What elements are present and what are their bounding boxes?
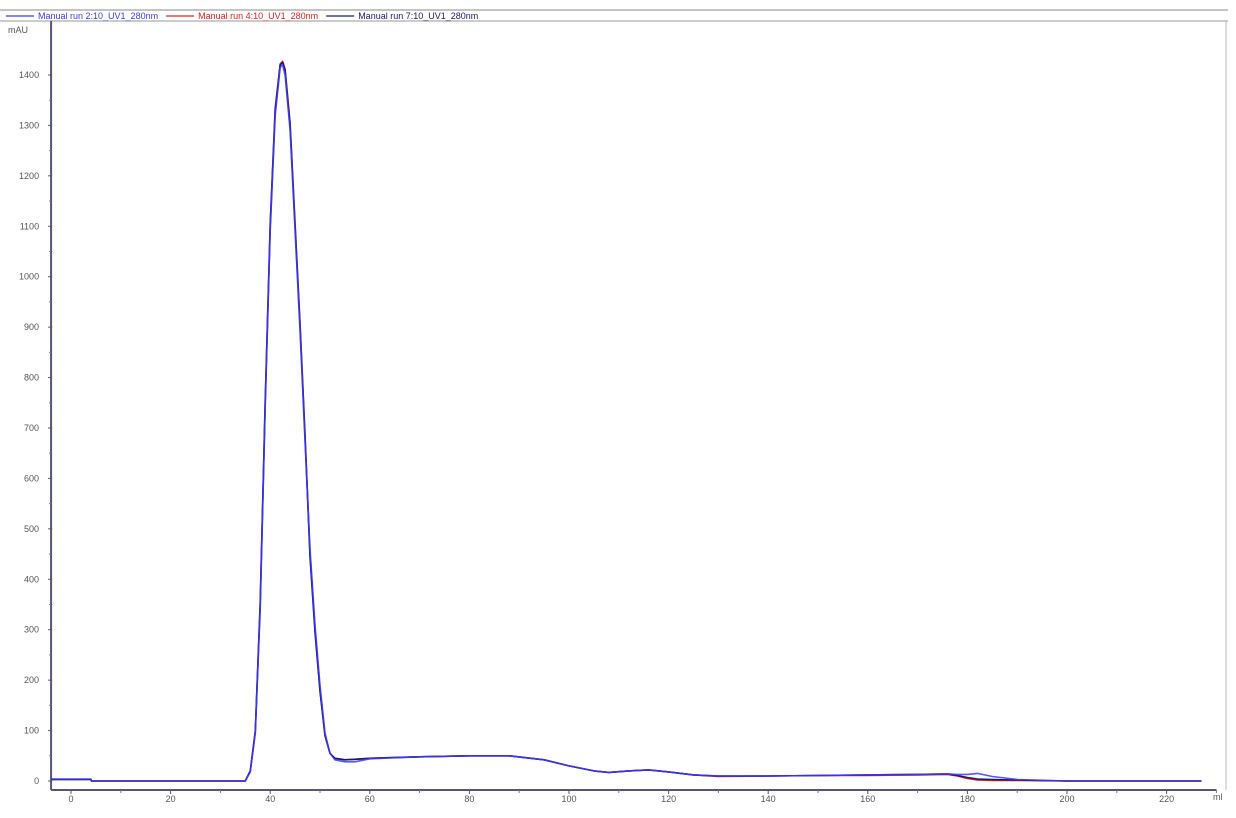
legend-label-2: Manual run 4:10_UV1_280nm: [198, 11, 318, 21]
y-tick-label: 800: [24, 373, 39, 383]
x-tick-label: 0: [68, 794, 73, 804]
x-tick-label: 120: [661, 794, 676, 804]
y-tick-label: 1300: [19, 120, 39, 130]
y-tick-label: 300: [24, 625, 39, 635]
series-group: [51, 60, 1202, 782]
y-tick-label: 100: [24, 726, 39, 736]
legend-label-1: Manual run 2:10_UV1_280nm: [38, 11, 158, 21]
y-tick-label: 600: [24, 473, 39, 483]
y-tick-label: 500: [24, 524, 39, 534]
y-tick-label: 1000: [19, 272, 39, 282]
y-tick-label: 1400: [19, 70, 39, 80]
x-tick-label: 60: [365, 794, 375, 804]
legend: Manual run 2:10_UV1_280nm Manual run 4:10…: [6, 11, 478, 21]
x-tick-label: 220: [1159, 794, 1174, 804]
x-axis-label: ml: [1213, 792, 1223, 802]
y-tick-label: 1200: [19, 171, 39, 181]
x-tick-label: 80: [464, 794, 474, 804]
y-axis-label: mAU: [8, 25, 28, 35]
x-tick-label: 140: [761, 794, 776, 804]
y-tick-label: 900: [24, 322, 39, 332]
y-tick-label: 400: [24, 574, 39, 584]
x-tick-label: 40: [265, 794, 275, 804]
series-line-1: [51, 64, 1202, 782]
legend-label-3: Manual run 7:10_UV1_280nm: [358, 11, 478, 21]
series-line-3: [51, 61, 1202, 782]
axes: 0100200300400500600700800900100011001200…: [19, 21, 1217, 804]
y-tick-label: 1100: [20, 221, 39, 231]
x-tick-label: 160: [860, 794, 875, 804]
x-tick-label: 200: [1059, 794, 1074, 804]
y-tick-label: 200: [24, 675, 39, 685]
x-tick-label: 100: [561, 794, 576, 804]
y-tick-label: 700: [24, 423, 39, 433]
x-tick-label: 20: [166, 794, 176, 804]
y-tick-label: 0: [34, 776, 39, 786]
series-line-2: [51, 60, 1202, 782]
x-tick-label: 180: [960, 794, 975, 804]
